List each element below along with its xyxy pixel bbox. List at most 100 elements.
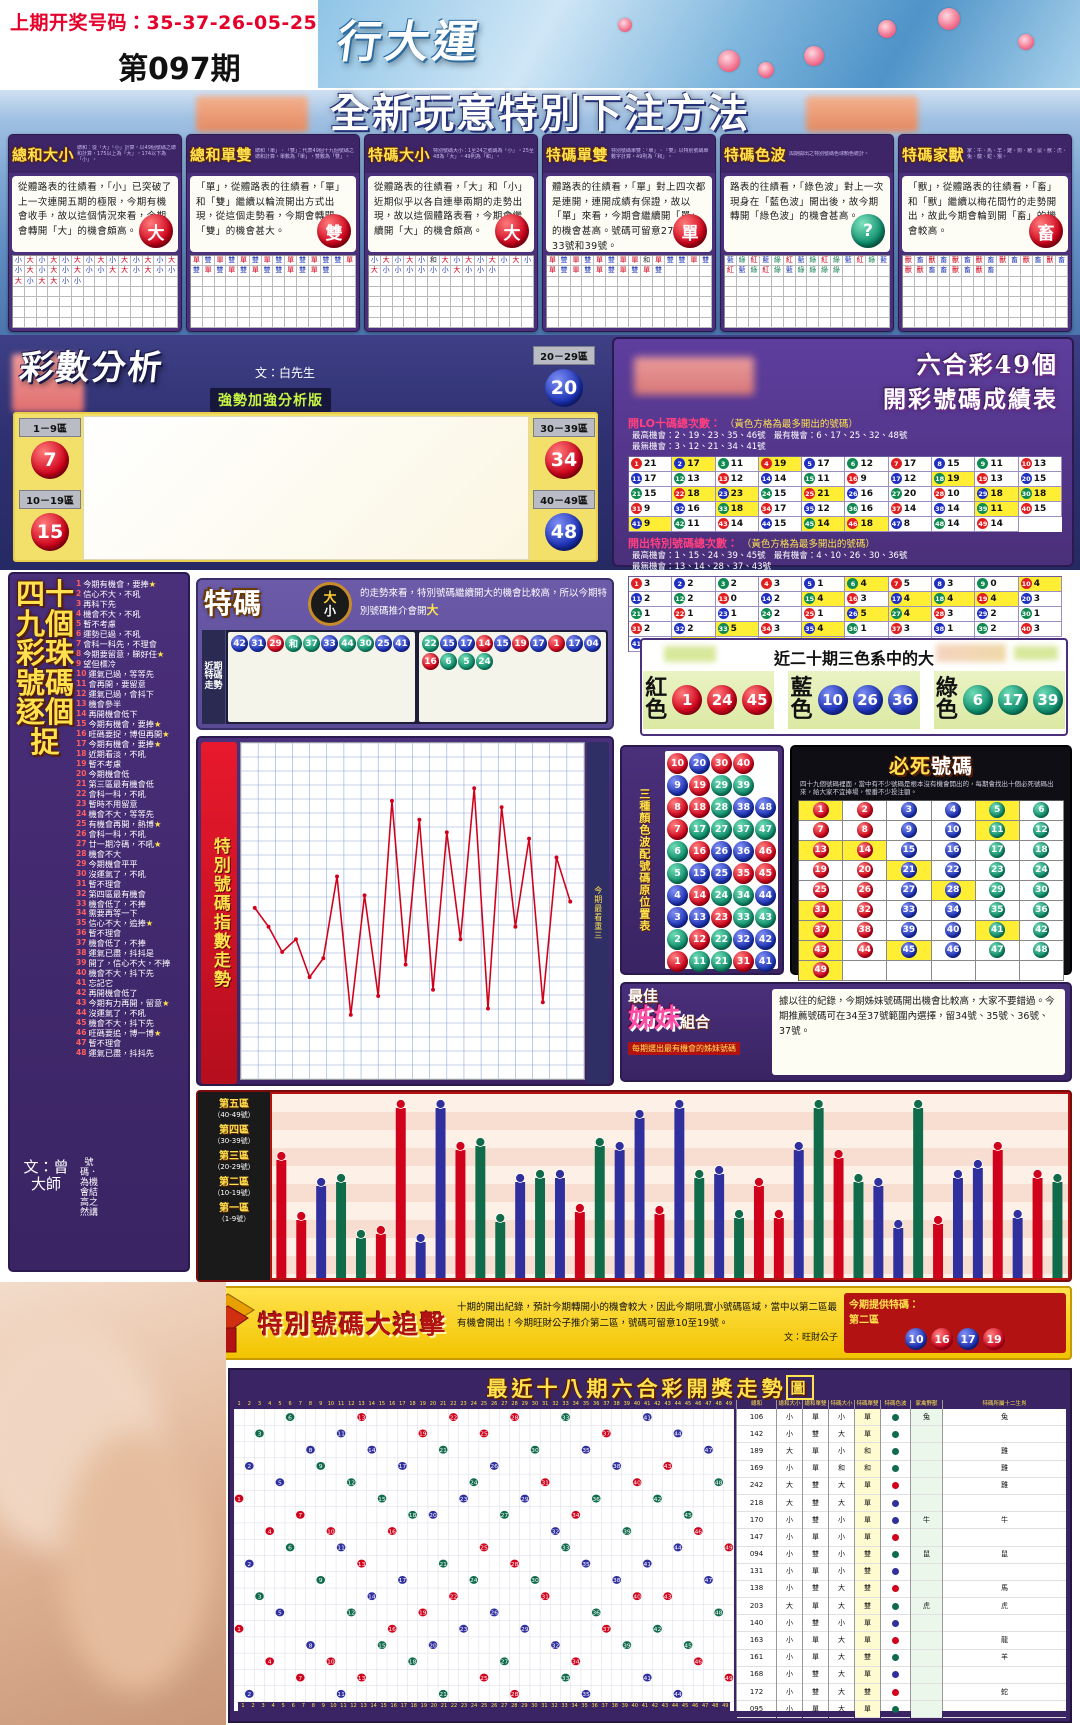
svg-text:34: 34 bbox=[572, 1513, 580, 1519]
color-position-ball: 30 bbox=[711, 753, 732, 774]
tema-description-highlight: 大 bbox=[426, 603, 439, 618]
trend-cell: 單 bbox=[653, 256, 665, 267]
number-ball: 14 bbox=[760, 473, 772, 485]
trend-cell bbox=[760, 307, 773, 318]
number-ball: 21 bbox=[631, 608, 642, 620]
trend-cell bbox=[166, 276, 178, 287]
frequency-cell: 9 11 bbox=[975, 456, 1019, 472]
trend-cell bbox=[950, 286, 962, 298]
tip-text: 機會參半 bbox=[88, 698, 122, 709]
trend-cell: 單 bbox=[629, 256, 642, 267]
trend-cell bbox=[676, 317, 689, 328]
trend-cell bbox=[854, 307, 867, 318]
big-table-col-header: 27 bbox=[501, 1401, 508, 1407]
frequency-value: 4 bbox=[903, 608, 911, 619]
tip-row: 35 信心不大，追捧★ bbox=[76, 919, 188, 928]
number-ball: 26 bbox=[847, 488, 859, 500]
color-table-cell: 10 bbox=[667, 753, 688, 774]
big-table-side-cell: 單 bbox=[855, 1409, 880, 1427]
svg-text:13: 13 bbox=[358, 1415, 366, 1421]
big-table-side-cell: 小 bbox=[829, 1547, 854, 1564]
dead-number-cell: 42 bbox=[1019, 920, 1064, 941]
analysis-author-name: 白先生 bbox=[279, 366, 316, 380]
trend-cell bbox=[676, 276, 689, 287]
analysis-card-header: 特碼單雙 特別號碼單雙：「單」、「雙」以特別號碼單數字計算，49則為「和」。 bbox=[543, 135, 715, 173]
trend-cell: 畜 bbox=[914, 256, 927, 267]
big-table-side-column: 特碼大小小大小和大大小小小小大大小大大大大大 bbox=[828, 1400, 854, 1719]
tip-text: 旺碼要追，博一博★ bbox=[88, 1028, 162, 1039]
number-ball: 45 bbox=[804, 518, 816, 530]
dead-number-ball: 46 bbox=[945, 942, 962, 959]
trend-cell bbox=[819, 286, 832, 298]
trend-cell bbox=[285, 276, 298, 287]
analysis-card-body: 從體路表的往績看，「大」和「小」近期似乎以各自連舉兩期的走勢出現，故以這個體路表… bbox=[368, 176, 534, 252]
frequency-value: 1 bbox=[860, 623, 867, 634]
trend-cell bbox=[772, 276, 784, 287]
trend-cell bbox=[1044, 297, 1057, 308]
tema-ball: 14 bbox=[476, 635, 493, 652]
trend-cell bbox=[202, 276, 215, 287]
trend-cell bbox=[249, 276, 262, 287]
trend-cell bbox=[842, 276, 855, 287]
trend-cell: 綠 bbox=[831, 256, 843, 267]
lotto49-blur bbox=[634, 357, 754, 395]
trend-cell bbox=[273, 276, 286, 287]
svg-text:3: 3 bbox=[258, 1595, 262, 1601]
color-position-ball: 8 bbox=[667, 797, 688, 818]
frequency-cell: 10 4 bbox=[1018, 576, 1062, 592]
number-ball: 38 bbox=[934, 503, 946, 515]
big-table-col-footer: 28 bbox=[511, 1703, 518, 1709]
tip-number: 34 bbox=[76, 908, 87, 918]
number-ball: 10 bbox=[1020, 458, 1032, 470]
dead-number-cell: 39 bbox=[887, 920, 932, 941]
big-table-col-header: 6 bbox=[288, 1401, 292, 1407]
dead-number-cell: 46 bbox=[931, 940, 976, 961]
big-table-side-column: 特碼單雙單單和和單單單單雙雙雙雙單單雙單雙單 bbox=[854, 1400, 880, 1719]
tip-row: 21 第三區最有機會低 bbox=[76, 779, 188, 789]
frequency-cell: 28 3 bbox=[932, 606, 976, 622]
trend-cell bbox=[1056, 307, 1068, 318]
svg-text:40: 40 bbox=[633, 1595, 641, 1601]
svg-text:28: 28 bbox=[511, 1562, 519, 1568]
section2-head: 開出特別號碼總次數： （黃色方格為最多開出的號碼） bbox=[614, 534, 1072, 551]
tip-row: 4 機會不大，不吼 bbox=[76, 610, 188, 619]
big-table-side-cell: 雙 bbox=[803, 1615, 828, 1633]
wave-color-dot bbox=[892, 1654, 899, 1662]
frequency-value: 3 bbox=[773, 578, 781, 589]
number-ball: 44 bbox=[760, 518, 772, 530]
big-table-col-header: 31 bbox=[542, 1401, 549, 1407]
trend-cell: 小 bbox=[24, 276, 37, 287]
tip-row: 13 機會參半 bbox=[76, 698, 188, 709]
dead-number-cell: 14 bbox=[843, 840, 888, 861]
trend-cell: 獸 bbox=[950, 266, 962, 277]
trend-cell: 雙 bbox=[582, 266, 595, 277]
big-table-side-cell: 龍 bbox=[943, 1632, 1066, 1650]
big-table-side-cell: 大 bbox=[829, 1426, 854, 1444]
trend-cell bbox=[594, 276, 606, 287]
trend-cell bbox=[1032, 297, 1045, 308]
number-ball: 31 bbox=[631, 623, 642, 635]
tip-row: 6 運勢已過，不吼 bbox=[76, 629, 188, 639]
trend-cell bbox=[594, 286, 606, 298]
dead-number-ball: 49 bbox=[812, 962, 829, 979]
trend-cell bbox=[214, 317, 227, 328]
color-position-ball: 14 bbox=[689, 885, 710, 906]
dead-number-ball: 7 bbox=[812, 822, 829, 839]
trend-cell bbox=[700, 266, 712, 277]
sister-text: 據以往的紀錄，今期姊妹號碼開出機會比較高，大家不要錯過。今期推薦號碼可在34至3… bbox=[772, 989, 1065, 1075]
trend-cell bbox=[1020, 297, 1033, 308]
chart-left-title: 特別號碼指數走勢 bbox=[209, 837, 230, 989]
big-table-side-cell: 大 bbox=[829, 1650, 854, 1667]
dead-number-cell: 7 bbox=[799, 820, 844, 841]
tip-row: 22 會科一科，不吼 bbox=[76, 789, 188, 799]
big-table-title-text: 最近十八期六合彩開獎走勢 bbox=[486, 1376, 787, 1401]
zone-ball: 34 bbox=[545, 441, 583, 479]
analysis-subtitle: 強勢加強分析版 bbox=[210, 388, 331, 412]
trend-cell: 雙 bbox=[653, 266, 665, 277]
trend-cell bbox=[202, 286, 215, 298]
frequency-cell: 12 13 bbox=[672, 471, 716, 487]
trend-cell: 大 bbox=[439, 256, 452, 267]
trend-cell bbox=[819, 297, 832, 308]
trend-cell: 大 bbox=[404, 256, 417, 267]
trend-cell: 雙 bbox=[605, 256, 618, 267]
